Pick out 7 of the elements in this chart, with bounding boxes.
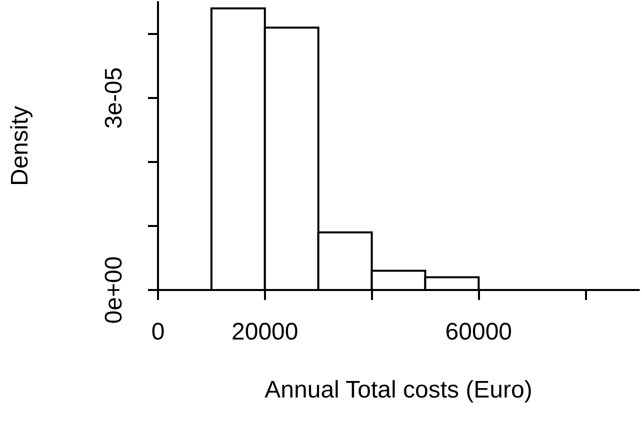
y-tick-label: 0e+00 <box>100 256 128 324</box>
x-tick-label: 60000 <box>445 318 512 346</box>
x-tick-label: 20000 <box>232 318 298 346</box>
y-axis-title: Density <box>6 106 34 186</box>
x-axis-title: Annual Total costs (Euro) <box>264 376 532 404</box>
y-tick-label: 3e-05 <box>100 67 128 129</box>
x-tick-label: 0 <box>151 318 165 346</box>
